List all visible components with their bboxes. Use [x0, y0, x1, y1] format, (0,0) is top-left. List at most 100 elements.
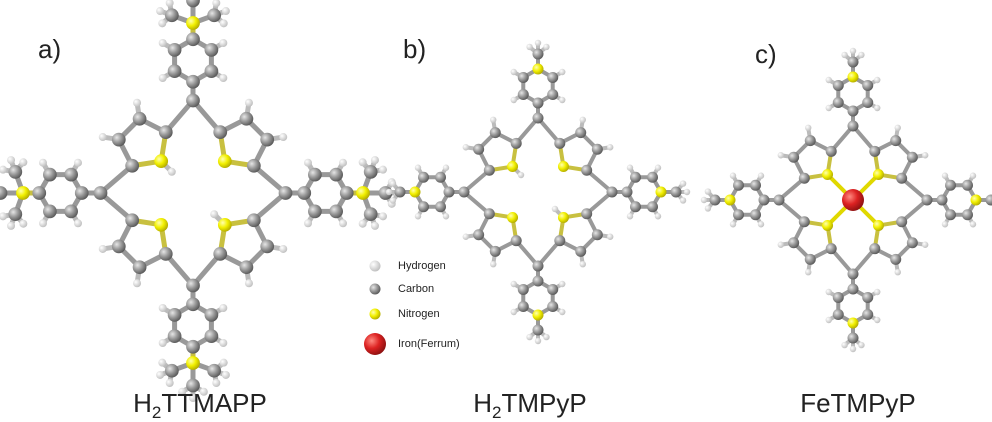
atom: [158, 359, 166, 367]
atom: [592, 229, 603, 240]
atom: [247, 213, 261, 227]
atom: [247, 159, 261, 173]
atom: [558, 212, 569, 223]
atom: [552, 206, 558, 212]
atom: [581, 208, 592, 219]
atom: [671, 187, 682, 198]
atom: [99, 133, 107, 141]
atom: [559, 69, 565, 75]
atom: [168, 329, 182, 343]
atom: [159, 304, 167, 312]
atom: [533, 325, 544, 336]
atom: [186, 0, 200, 7]
atom: [186, 16, 200, 30]
atom: [945, 209, 956, 220]
atom: [213, 125, 227, 139]
atom: [511, 309, 517, 315]
atom: [533, 276, 544, 287]
atom: [435, 201, 446, 212]
atom: [705, 205, 711, 211]
atom: [543, 44, 549, 50]
atom: [848, 106, 859, 117]
atom: [379, 212, 387, 220]
atom: [799, 216, 810, 227]
atom: [833, 80, 844, 91]
atom: [799, 173, 810, 184]
atom: [805, 135, 816, 146]
atom: [655, 165, 661, 171]
atom: [219, 304, 227, 312]
atom: [862, 97, 873, 108]
atom: [862, 309, 873, 320]
atom: [490, 127, 501, 138]
atom: [533, 261, 544, 272]
atom: [922, 242, 928, 248]
atom: [788, 237, 799, 248]
atom: [970, 173, 976, 179]
legend-label: Carbon: [398, 283, 434, 295]
atom: [907, 152, 918, 163]
atom: [759, 195, 770, 206]
atom: [240, 260, 254, 274]
atom: [833, 292, 844, 303]
atom: [986, 195, 992, 206]
atom: [159, 125, 173, 139]
atom: [655, 213, 661, 219]
atom: [848, 333, 859, 344]
atom: [945, 180, 956, 191]
atom: [647, 172, 658, 183]
atom: [874, 77, 880, 83]
atom: [329, 168, 343, 182]
molecule-name: H2TMPyP: [473, 388, 586, 422]
atom: [733, 209, 744, 220]
atom: [0, 186, 7, 200]
atom: [260, 133, 274, 147]
atom: [533, 98, 544, 109]
atom: [379, 166, 387, 174]
atom: [788, 152, 799, 163]
atom: [511, 138, 522, 149]
atom: [220, 359, 228, 367]
atom: [511, 69, 517, 75]
atom: [222, 371, 230, 379]
atom: [518, 284, 529, 295]
atom: [896, 216, 907, 227]
atom: [518, 301, 529, 312]
name-rest: TTMAPP: [161, 388, 266, 418]
atom: [805, 125, 811, 131]
legend-swatch: [364, 333, 386, 355]
atom: [364, 165, 378, 179]
atom: [329, 205, 343, 219]
atom: [418, 172, 429, 183]
atom: [680, 180, 686, 186]
atom: [533, 310, 544, 321]
atom: [554, 235, 565, 246]
name-subscript: 2: [152, 403, 161, 422]
atom: [858, 52, 864, 58]
panel-label: b): [403, 34, 426, 64]
atom: [535, 40, 541, 46]
name-rest: TMPyP: [502, 388, 587, 418]
atom: [154, 154, 168, 168]
atom: [459, 187, 470, 198]
molecule: [701, 48, 992, 352]
atom: [874, 317, 880, 323]
atom: [778, 242, 784, 248]
atom: [490, 246, 501, 257]
atom: [869, 243, 880, 254]
atom: [970, 221, 976, 227]
atom: [848, 57, 859, 68]
atom: [339, 159, 347, 167]
atom: [705, 188, 711, 194]
atom: [415, 213, 421, 219]
name-base: H: [133, 388, 152, 418]
atom: [725, 195, 736, 206]
atom: [607, 187, 618, 198]
atom: [19, 158, 27, 166]
atom: [159, 339, 167, 347]
atom: [473, 144, 484, 155]
atom: [64, 205, 78, 219]
atom: [907, 237, 918, 248]
atom: [32, 186, 46, 200]
atom: [43, 205, 57, 219]
